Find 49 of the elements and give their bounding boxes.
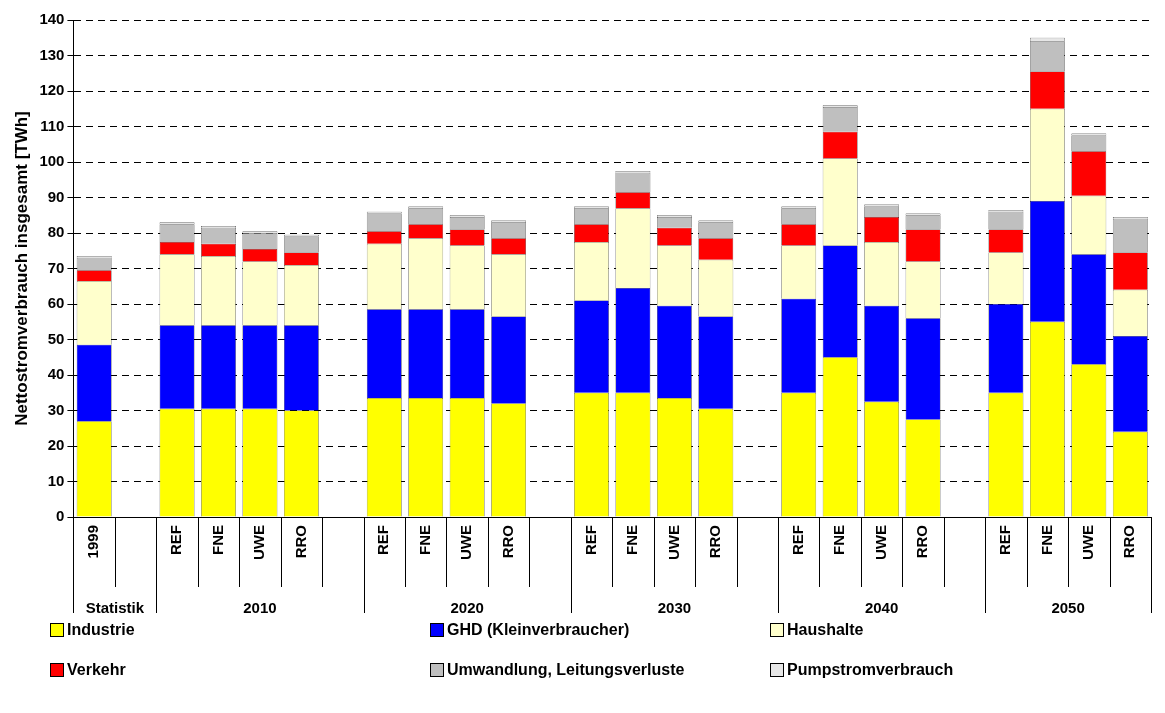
x-tick-label: RRO (1120, 524, 1138, 559)
y-tick-label: 140 (39, 10, 65, 28)
y-tick-label: 90 (47, 187, 65, 205)
legend-label: Industrie (67, 621, 135, 639)
y-tick-label: 120 (39, 81, 65, 99)
x-tick-label: UWE (664, 525, 682, 560)
y-tick-label: 60 (47, 294, 65, 312)
legend-label: Haushalte (787, 621, 864, 639)
x-tick-label: RRO (913, 524, 931, 559)
x-tick-label: FNE (830, 525, 848, 555)
y-tick-label: 20 (47, 436, 65, 454)
x-tick-label: UWE (457, 525, 475, 560)
y-tick-label: 50 (47, 329, 65, 347)
x-tick-label: 1999 (84, 525, 102, 559)
y-axis-title: Nettostromverbrauch insgesamt [TWh] (11, 111, 31, 426)
legend-label: Verkehr (67, 661, 126, 679)
text: 2050 (1051, 599, 1085, 617)
y-tick-label: 70 (47, 258, 65, 276)
x-tick-label: RRO (705, 524, 723, 559)
x-tick-label: RRO (498, 524, 516, 559)
y-tick-label: 80 (47, 223, 65, 241)
x-tick-label: FNE (208, 525, 226, 555)
x-tick-label: REF (374, 525, 392, 555)
x-tick-label: FNE (623, 525, 641, 555)
text: 2030 (657, 599, 692, 617)
y-tick-label: 100 (39, 152, 65, 170)
y-tick-label: 30 (47, 400, 65, 418)
y-tick-label: 130 (39, 45, 65, 63)
text: Statistik (85, 599, 145, 617)
x-tick-label: RRO (291, 524, 309, 559)
x-tick-label: UWE (1078, 525, 1096, 560)
legend-label: Umwandlung, Leitungsverluste (447, 661, 685, 679)
text: 2040 (864, 599, 899, 617)
x-tick-label: REF (167, 525, 185, 555)
x-tick-label: REF (996, 525, 1014, 555)
x-tick-label: FNE (415, 525, 433, 555)
x-tick-label: UWE (250, 525, 268, 560)
y-tick-label: 110 (40, 116, 65, 134)
legend-label: GHD (Kleinverbraucher) (447, 621, 630, 639)
legend-label: Pumpstromverbrauch (787, 661, 954, 679)
x-tick-label: FNE (1037, 525, 1055, 555)
y-tick-label: 40 (47, 365, 65, 383)
y-tick-label: 10 (47, 471, 65, 489)
x-tick-label: REF (788, 525, 806, 555)
y-tick-label: 0 (56, 507, 65, 525)
x-tick-label: UWE (871, 525, 889, 560)
text: 2020 (450, 599, 484, 617)
x-tick-label: REF (581, 525, 599, 555)
text: 2010 (243, 599, 277, 617)
